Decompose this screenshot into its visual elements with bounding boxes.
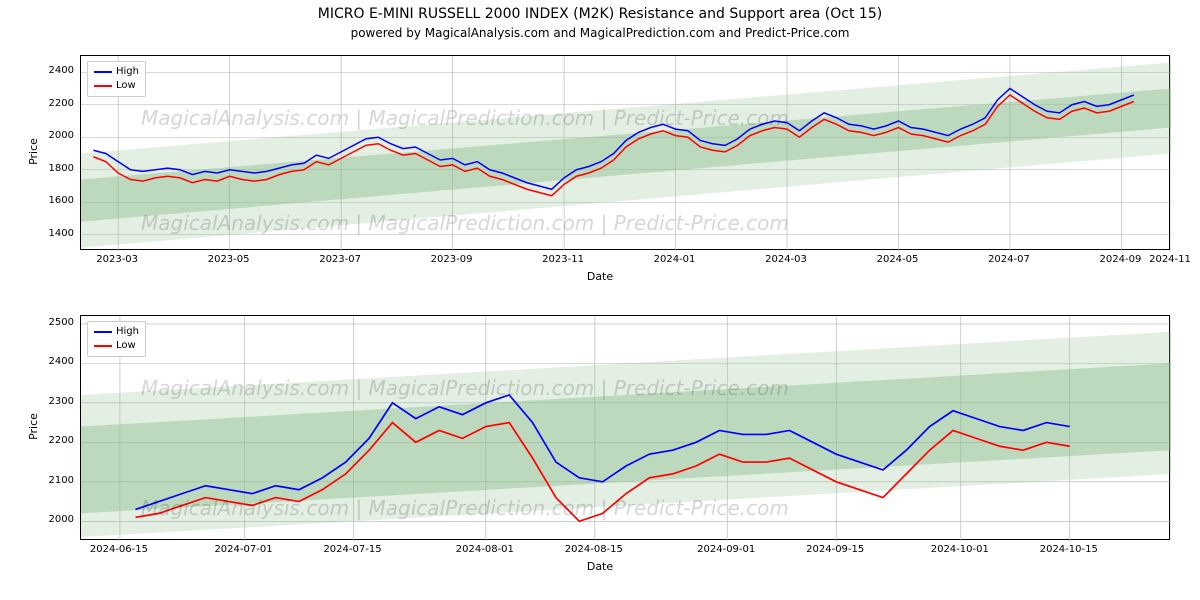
bottom-chart-panel: High Low MagicalAnalysis.com | MagicalPr… (80, 315, 1170, 540)
legend-item-high: High (94, 65, 139, 79)
ytick: 2000 (40, 514, 74, 525)
ytick: 2400 (40, 65, 74, 76)
bottom-ylabel: Price (27, 413, 40, 440)
ytick: 2200 (40, 98, 74, 109)
xtick: 2024-09-15 (805, 544, 865, 555)
bottom-legend: High Low (87, 321, 146, 357)
xtick: 2024-09-01 (696, 544, 756, 555)
ytick: 2100 (40, 475, 74, 486)
top-ylabel: Price (27, 138, 40, 165)
ytick: 2000 (40, 130, 74, 141)
ytick: 2500 (40, 317, 74, 328)
xtick: 2024-11 (1140, 254, 1200, 265)
top-chart-svg (81, 56, 1171, 251)
xtick: 2024-08-15 (564, 544, 624, 555)
ytick: 1400 (40, 228, 74, 239)
legend-item-low-b: Low (94, 339, 139, 353)
top-legend: High Low (87, 61, 146, 97)
xtick: 2024-07 (979, 254, 1039, 265)
xtick: 2024-10-15 (1039, 544, 1099, 555)
legend-swatch-high (94, 71, 112, 73)
xtick: 2024-03 (756, 254, 816, 265)
xtick: 2024-01 (645, 254, 705, 265)
xtick: 2024-08-01 (455, 544, 515, 555)
xtick: 2024-10-01 (930, 544, 990, 555)
xtick: 2023-09 (422, 254, 482, 265)
ytick: 2200 (40, 435, 74, 446)
ytick: 2300 (40, 396, 74, 407)
bottom-xlabel: Date (0, 560, 1200, 573)
legend-label-high-b: High (116, 325, 139, 339)
legend-swatch-low-b (94, 345, 112, 347)
legend-swatch-high-b (94, 331, 112, 333)
legend-label-low: Low (116, 79, 136, 93)
top-chart-panel: High Low MagicalAnalysis.com | MagicalPr… (80, 55, 1170, 250)
xtick: 2023-05 (199, 254, 259, 265)
xtick: 2024-07-15 (323, 544, 383, 555)
xtick: 2024-05 (868, 254, 928, 265)
top-xlabel: Date (0, 270, 1200, 283)
xtick: 2023-11 (533, 254, 593, 265)
legend-item-high-b: High (94, 325, 139, 339)
ytick: 1800 (40, 163, 74, 174)
legend-swatch-low (94, 85, 112, 87)
bottom-chart-svg (81, 316, 1171, 541)
legend-label-high: High (116, 65, 139, 79)
xtick: 2024-07-01 (214, 544, 274, 555)
legend-item-low: Low (94, 79, 139, 93)
chart-title: MICRO E-MINI RUSSELL 2000 INDEX (M2K) Re… (0, 6, 1200, 22)
xtick: 2024-06-15 (89, 544, 149, 555)
ytick: 2400 (40, 356, 74, 367)
chart-subtitle: powered by MagicalAnalysis.com and Magic… (0, 26, 1200, 40)
legend-label-low-b: Low (116, 339, 136, 353)
ytick: 1600 (40, 195, 74, 206)
xtick: 2023-07 (310, 254, 370, 265)
xtick: 2023-03 (87, 254, 147, 265)
figure: MICRO E-MINI RUSSELL 2000 INDEX (M2K) Re… (0, 0, 1200, 600)
